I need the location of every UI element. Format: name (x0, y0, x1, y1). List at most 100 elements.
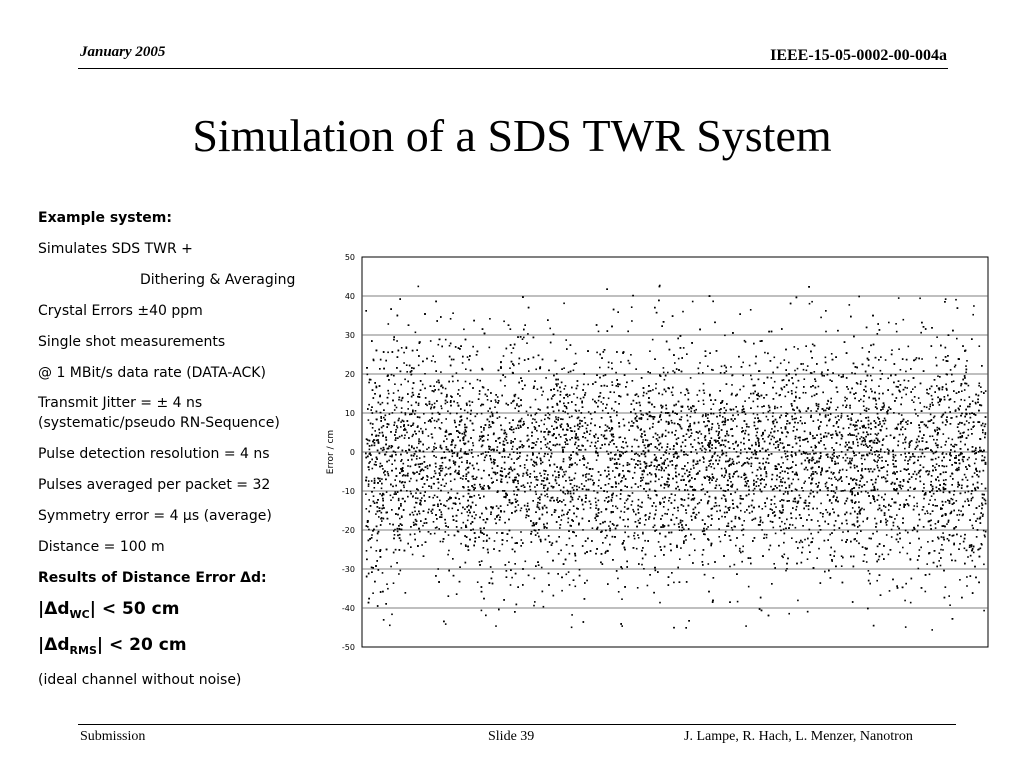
data-point (778, 510, 781, 512)
rms-suffix: | < 20 cm (96, 635, 187, 655)
data-point (444, 623, 447, 625)
data-point (859, 383, 862, 385)
data-point (890, 374, 892, 377)
data-point (881, 553, 884, 556)
data-point (879, 423, 881, 425)
data-point (633, 532, 636, 534)
data-point (541, 461, 544, 464)
data-point (606, 385, 608, 387)
data-point (702, 461, 705, 463)
data-point (858, 452, 861, 454)
data-point (937, 375, 939, 377)
data-point (808, 514, 810, 516)
data-point (597, 485, 600, 487)
data-point (400, 470, 403, 473)
data-point (480, 445, 483, 448)
data-point (741, 411, 743, 413)
data-point (814, 447, 817, 449)
data-point (719, 540, 722, 543)
data-point (597, 330, 600, 333)
data-point (478, 393, 481, 395)
data-point (464, 442, 467, 445)
data-point (968, 422, 970, 424)
data-point (432, 521, 435, 523)
data-point (523, 464, 526, 466)
data-point (736, 445, 739, 447)
data-point (951, 438, 954, 441)
data-point (376, 539, 378, 542)
data-point (433, 483, 435, 485)
data-point (532, 464, 534, 466)
data-point (907, 468, 909, 470)
data-point (461, 478, 464, 480)
data-point (885, 524, 888, 526)
data-point (806, 469, 809, 471)
data-point (428, 508, 430, 511)
data-point (554, 420, 556, 423)
data-point (881, 460, 883, 462)
data-point (621, 625, 623, 627)
data-point (794, 488, 797, 490)
text-line: Single shot measurements (38, 334, 226, 350)
data-point (400, 421, 402, 423)
data-point (731, 529, 734, 531)
data-point (712, 403, 715, 405)
data-point (609, 529, 611, 532)
data-point (850, 489, 852, 491)
data-point (437, 411, 439, 414)
data-point (914, 470, 916, 473)
data-point (853, 454, 856, 457)
data-point (644, 447, 647, 449)
data-point (383, 448, 385, 451)
data-point (934, 457, 937, 460)
y-tick-label: 40 (345, 292, 355, 301)
data-point (842, 456, 844, 459)
data-point (604, 552, 607, 554)
data-point (981, 455, 984, 457)
data-point (780, 479, 782, 481)
data-point (607, 483, 610, 485)
data-point (544, 484, 547, 487)
data-point (390, 499, 392, 501)
data-point (496, 446, 499, 448)
data-point (511, 448, 513, 450)
data-point (372, 592, 374, 594)
data-point (829, 379, 831, 381)
data-point (926, 510, 928, 512)
data-point (595, 519, 597, 522)
data-point (850, 417, 852, 420)
data-point (904, 626, 907, 628)
data-point (966, 458, 969, 461)
data-point (589, 429, 592, 432)
data-point (662, 526, 665, 528)
data-point (690, 410, 692, 413)
data-point (616, 467, 619, 470)
data-point (673, 523, 676, 526)
data-point (754, 417, 756, 419)
data-point (436, 381, 438, 383)
data-point (881, 456, 883, 459)
data-point (844, 396, 846, 399)
data-point (906, 552, 909, 555)
data-point (426, 467, 429, 470)
data-point (701, 553, 704, 556)
data-point (463, 409, 466, 412)
data-point (513, 490, 515, 492)
data-point (826, 403, 828, 405)
data-point (858, 524, 861, 527)
data-point (821, 470, 823, 472)
data-point (564, 411, 566, 413)
data-point (870, 468, 872, 470)
data-point (538, 508, 541, 511)
data-point (501, 470, 503, 473)
data-point (929, 405, 931, 408)
data-point (516, 403, 518, 405)
data-point (974, 401, 977, 404)
data-point (978, 345, 981, 347)
data-point (907, 420, 909, 422)
data-point (411, 553, 414, 556)
data-point (670, 419, 673, 422)
data-point (937, 520, 940, 522)
data-point (389, 494, 392, 497)
data-point (543, 423, 545, 426)
